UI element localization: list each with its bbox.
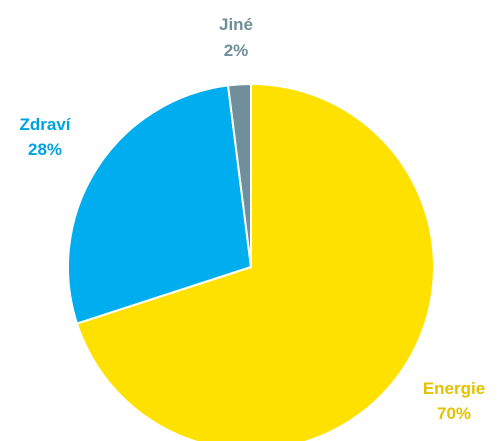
pie-slice-zdravi [67,84,252,325]
pie-slice-energie [75,83,435,441]
pie-slices [67,82,435,441]
slice-label-value: 70% [437,404,471,423]
slice-label-value: 28% [28,140,62,159]
pie-labels: Energie 70% Zdraví 28% Jiné 2% [19,15,485,423]
slice-label-value: 2% [224,41,249,60]
pie-slice-jine [227,82,252,268]
slice-label-name: Jiné [219,15,253,34]
slice-label-name: Zdraví [19,115,71,134]
slice-label-name: Energie [423,379,485,398]
